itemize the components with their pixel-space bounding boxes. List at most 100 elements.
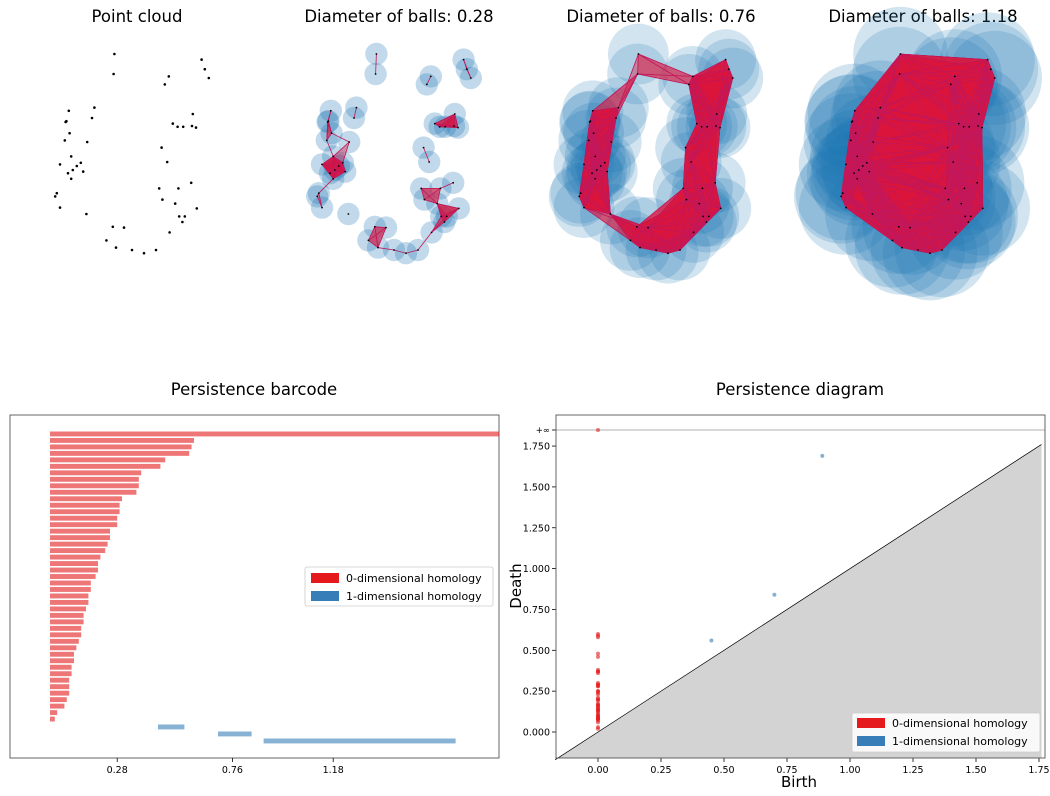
cloud-point xyxy=(192,113,195,116)
cloud-point xyxy=(80,162,83,165)
cloud-point xyxy=(714,182,716,184)
cloud-point xyxy=(72,169,75,172)
cloud-point xyxy=(91,117,94,120)
cloud-point xyxy=(321,207,323,209)
cloud-point xyxy=(105,239,108,242)
cloud-point xyxy=(592,110,594,112)
cloud-point xyxy=(329,172,331,174)
cloud-point xyxy=(181,221,184,224)
cloud-point xyxy=(353,117,355,119)
cloud-point xyxy=(589,121,591,123)
cloud-point xyxy=(716,113,718,115)
cloud-point xyxy=(348,141,350,143)
cloud-point xyxy=(344,171,346,173)
cloud-point xyxy=(184,215,187,218)
cloud-point xyxy=(453,125,455,127)
cloud-point xyxy=(195,126,198,129)
cloud-point xyxy=(446,216,448,218)
cloud-point xyxy=(639,247,641,249)
cloud-point xyxy=(76,165,79,168)
cloud-point xyxy=(420,188,422,190)
cloud-point xyxy=(588,140,590,142)
cloud-point xyxy=(168,75,171,78)
cloud-point xyxy=(591,172,593,174)
cloud-point xyxy=(177,187,180,190)
cloud-point xyxy=(190,182,193,185)
cloud-point xyxy=(428,161,430,163)
cloud-point xyxy=(86,141,89,144)
cloud-point xyxy=(332,178,334,180)
cloud-point xyxy=(342,162,344,164)
cloud-point xyxy=(457,127,459,129)
cloud-point xyxy=(70,178,73,181)
cloud-point xyxy=(68,110,71,113)
cloud-point xyxy=(204,68,207,71)
cloud-point xyxy=(702,216,704,218)
panel-title-balls-028: Diameter of balls: 0.28 xyxy=(304,7,493,26)
cloud-point xyxy=(706,221,708,223)
cloud-point xyxy=(686,199,688,201)
cloud-point xyxy=(693,232,695,234)
cloud-point xyxy=(113,53,116,56)
cloud-point xyxy=(332,156,334,158)
cloud-point xyxy=(377,247,379,249)
cloud-point xyxy=(728,68,730,70)
cloud-point xyxy=(685,147,687,149)
cloud-point xyxy=(708,216,710,218)
cloud-point xyxy=(318,192,320,194)
cloud-point xyxy=(374,226,376,228)
cloud-point xyxy=(593,132,595,134)
cloud-point xyxy=(638,53,640,55)
cloud-point xyxy=(158,187,161,190)
cloud-point xyxy=(196,207,199,210)
cloud-point xyxy=(470,77,472,79)
cloud-point xyxy=(688,84,690,86)
cloud-point xyxy=(615,117,617,119)
cloud-point xyxy=(458,208,460,210)
cloud-point xyxy=(436,203,438,205)
cloud-point xyxy=(440,188,442,190)
cloud-point xyxy=(444,126,446,128)
cloud-point xyxy=(583,207,585,209)
cloud-point xyxy=(356,107,358,109)
cloud-point xyxy=(463,59,465,61)
cloud-point xyxy=(338,165,340,167)
cloud-point xyxy=(93,106,96,109)
cloud-point xyxy=(439,126,441,128)
cloud-point xyxy=(692,76,694,78)
cloud-point xyxy=(70,155,73,158)
cloud-point xyxy=(326,140,328,142)
cloud-point xyxy=(637,73,639,75)
cloud-point xyxy=(466,68,468,70)
cloud-point xyxy=(701,126,703,128)
cloud-point xyxy=(182,126,185,129)
cloud-point xyxy=(82,170,85,173)
cloud-point xyxy=(376,53,378,55)
cloud-point xyxy=(440,216,442,218)
cloud-point xyxy=(67,172,70,175)
cloud-point xyxy=(123,226,126,229)
cloud-point xyxy=(719,127,721,129)
cloud-point xyxy=(423,147,425,149)
panel-title-point-cloud: Point cloud xyxy=(92,7,183,26)
cloud-point xyxy=(583,164,585,166)
cloud-point xyxy=(54,195,57,198)
cloud-point xyxy=(630,240,632,242)
cloud-point xyxy=(168,231,171,234)
cloud-point xyxy=(164,83,167,86)
cloud-point xyxy=(56,192,59,195)
cloud-point xyxy=(667,252,669,254)
cloud-point xyxy=(85,213,88,216)
cloud-point xyxy=(452,182,454,184)
cloud-point xyxy=(166,161,169,164)
cloud-point xyxy=(647,227,649,229)
cloud-point xyxy=(426,84,428,86)
cloud-point xyxy=(68,132,71,135)
cloud-point xyxy=(191,125,194,128)
cloud-point xyxy=(160,146,163,149)
cloud-point xyxy=(200,58,203,61)
cloud-point xyxy=(604,162,606,164)
cloud-point xyxy=(161,198,164,201)
cloud-point xyxy=(405,252,407,254)
cloud-point xyxy=(725,59,727,61)
